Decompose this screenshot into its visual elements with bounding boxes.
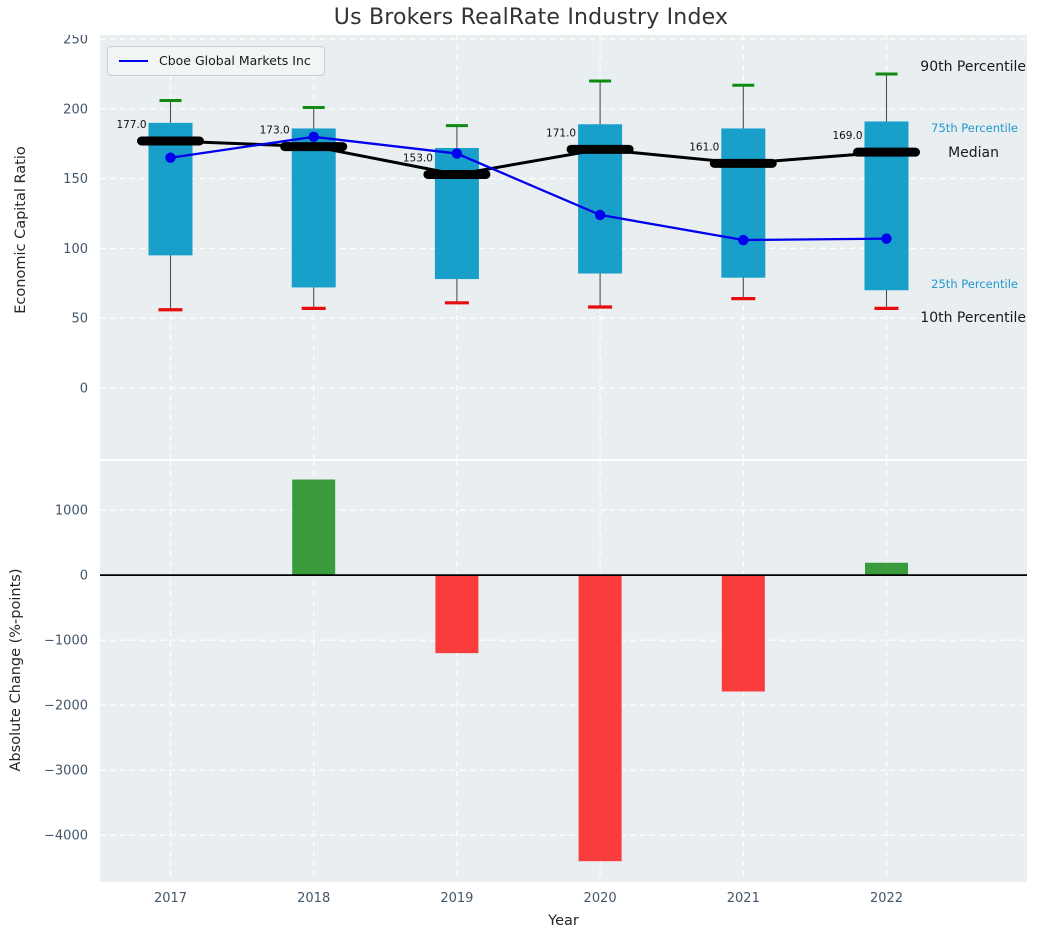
company-point-2020 [594, 209, 606, 221]
bottom-y-tick-label: −3000 [44, 764, 88, 779]
bottom-y-tick-label: −2000 [44, 699, 88, 714]
x-tick-label-2021: 2021 [727, 891, 760, 906]
company-point-2018 [308, 131, 319, 143]
company-point-2022 [881, 233, 892, 244]
x-tick-label-2019: 2019 [440, 891, 473, 906]
x-tick-label-2018: 2018 [297, 891, 330, 906]
company-point-2019 [451, 148, 463, 159]
top-chart: 250 200 150 100 50 0 177.0 173.0 153.0 171.0 161.0… [13, 35, 1027, 459]
change-bar-2019 [435, 575, 479, 654]
median-annotation-2019: 153.0 [403, 152, 433, 164]
change-bar-2021 [721, 575, 765, 692]
median-annotation-2020: 171.0 [546, 127, 576, 139]
xlabel: Year [547, 913, 579, 929]
right-label-p25: 25th Percentile [931, 277, 1018, 291]
right-label-median: Median [948, 145, 999, 161]
right-label-p75: 75th Percentile [931, 121, 1018, 135]
top-y-tick-label: 250 [63, 35, 88, 48]
bottom-y-tick-label: 1000 [55, 504, 88, 519]
top-y-tick-label: 150 [63, 172, 88, 187]
top-ylabel: Economic Capital Ratio [13, 146, 29, 314]
legend-label: Cboe Global Markets Inc [159, 53, 311, 68]
x-tick-label-2020: 2020 [584, 891, 617, 906]
median-annotation-2022: 169.0 [832, 130, 862, 142]
company-line [170, 135, 887, 242]
bottom-y-tick-label: 0 [80, 569, 88, 584]
iqr-box-2019 [434, 147, 479, 280]
iqr-box-2021 [721, 128, 766, 278]
right-label-p90: 90th Percentile [920, 59, 1026, 75]
x-tick-label-2017: 2017 [154, 891, 187, 906]
top-y-tick-label: 100 [63, 242, 88, 257]
change-bar-2022 [865, 562, 908, 576]
median-annotation-2018: 173.0 [260, 125, 290, 137]
bottom-ylabel: Absolute Change (%-points) [8, 569, 24, 772]
right-label-p10: 10th Percentile [920, 310, 1026, 326]
bottom-y-tick-label: −4000 [44, 829, 88, 844]
top-y-tick-label: 0 [80, 381, 88, 396]
chart-title: Us Brokers RealRate Industry Index [333, 5, 729, 30]
bottom-plot-background [100, 461, 1027, 882]
median-annotation-2021: 161.0 [689, 141, 719, 153]
company-point-2017 [165, 152, 176, 163]
company-point-2021 [738, 234, 749, 246]
median-annotation-2017: 177.0 [116, 119, 146, 131]
legend-line-icon [119, 59, 148, 62]
top-y-tick-label: 200 [63, 102, 88, 117]
legend: Cboe Global Markets Inc [107, 46, 325, 76]
x-tick-label-2022: 2022 [870, 891, 903, 906]
change-bar-2018 [292, 479, 336, 576]
change-bar-2020 [578, 575, 622, 862]
bottom-y-tick-label: −1000 [44, 634, 88, 649]
bottom-chart: 1000 0 −1000 −2000 −3000 −4000 2017 2018 2019 202… [8, 461, 1027, 929]
iqr-box-2022 [864, 121, 909, 291]
top-y-tick-label: 50 [71, 312, 88, 327]
iqr-box-2018 [291, 128, 336, 288]
